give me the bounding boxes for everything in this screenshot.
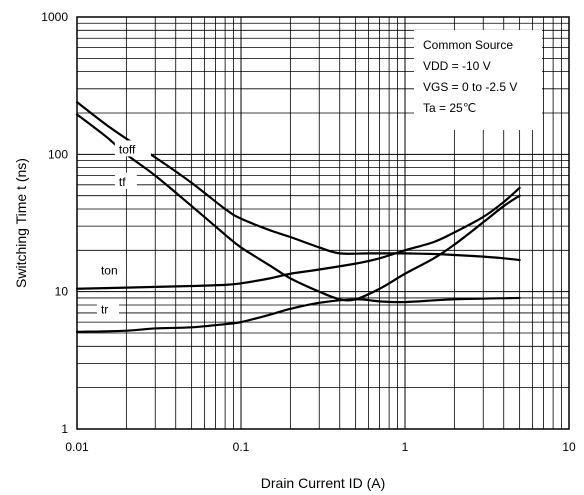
x-tick-label: 0.1	[233, 440, 250, 454]
y-tick-label: 1	[61, 422, 68, 436]
condition-line-3: VGS = 0 to -2.5 V	[423, 80, 517, 94]
y-tick-label: 10	[55, 285, 69, 299]
x-tick-label: 1	[402, 440, 409, 454]
conditions-box-bg	[414, 30, 542, 130]
y-tick-label: 1000	[41, 10, 68, 24]
series-label-ton: ton	[101, 263, 118, 277]
series-label-bg	[114, 172, 137, 189]
condition-line-1: Common Source	[423, 38, 513, 52]
series-labels: toff tf ton tr	[96, 140, 151, 317]
y-tick-label: 100	[48, 147, 68, 161]
condition-line-4: Ta = 25℃	[423, 101, 476, 115]
plot-frame	[76, 16, 570, 430]
series-lines	[75, 101, 521, 333]
x-tick-label: 0.01	[65, 440, 89, 454]
y-axis-title: Switching Time t (ns)	[13, 158, 29, 288]
series-label-bg	[96, 300, 119, 317]
x-tick-label: 10	[562, 440, 576, 454]
tick-labels: 0.01 0.1 1 10 1 10 100 1000	[41, 10, 576, 454]
series-line-toff	[75, 101, 521, 262]
series-label-bg	[114, 140, 151, 157]
series-line-tr	[75, 296, 521, 333]
series-line-ton	[75, 186, 521, 290]
x-axis-title: Drain Current ID (A)	[261, 475, 385, 491]
series-label-bg	[96, 261, 126, 278]
series-label-tf: tf	[119, 175, 126, 189]
series-line-tf	[75, 113, 521, 302]
conditions-box: Common Source VDD = -10 V VGS = 0 to -2.…	[414, 30, 542, 130]
condition-line-2: VDD = -10 V	[423, 59, 491, 73]
series-label-toff: toff	[119, 142, 136, 156]
series-label-tr: tr	[101, 302, 108, 316]
